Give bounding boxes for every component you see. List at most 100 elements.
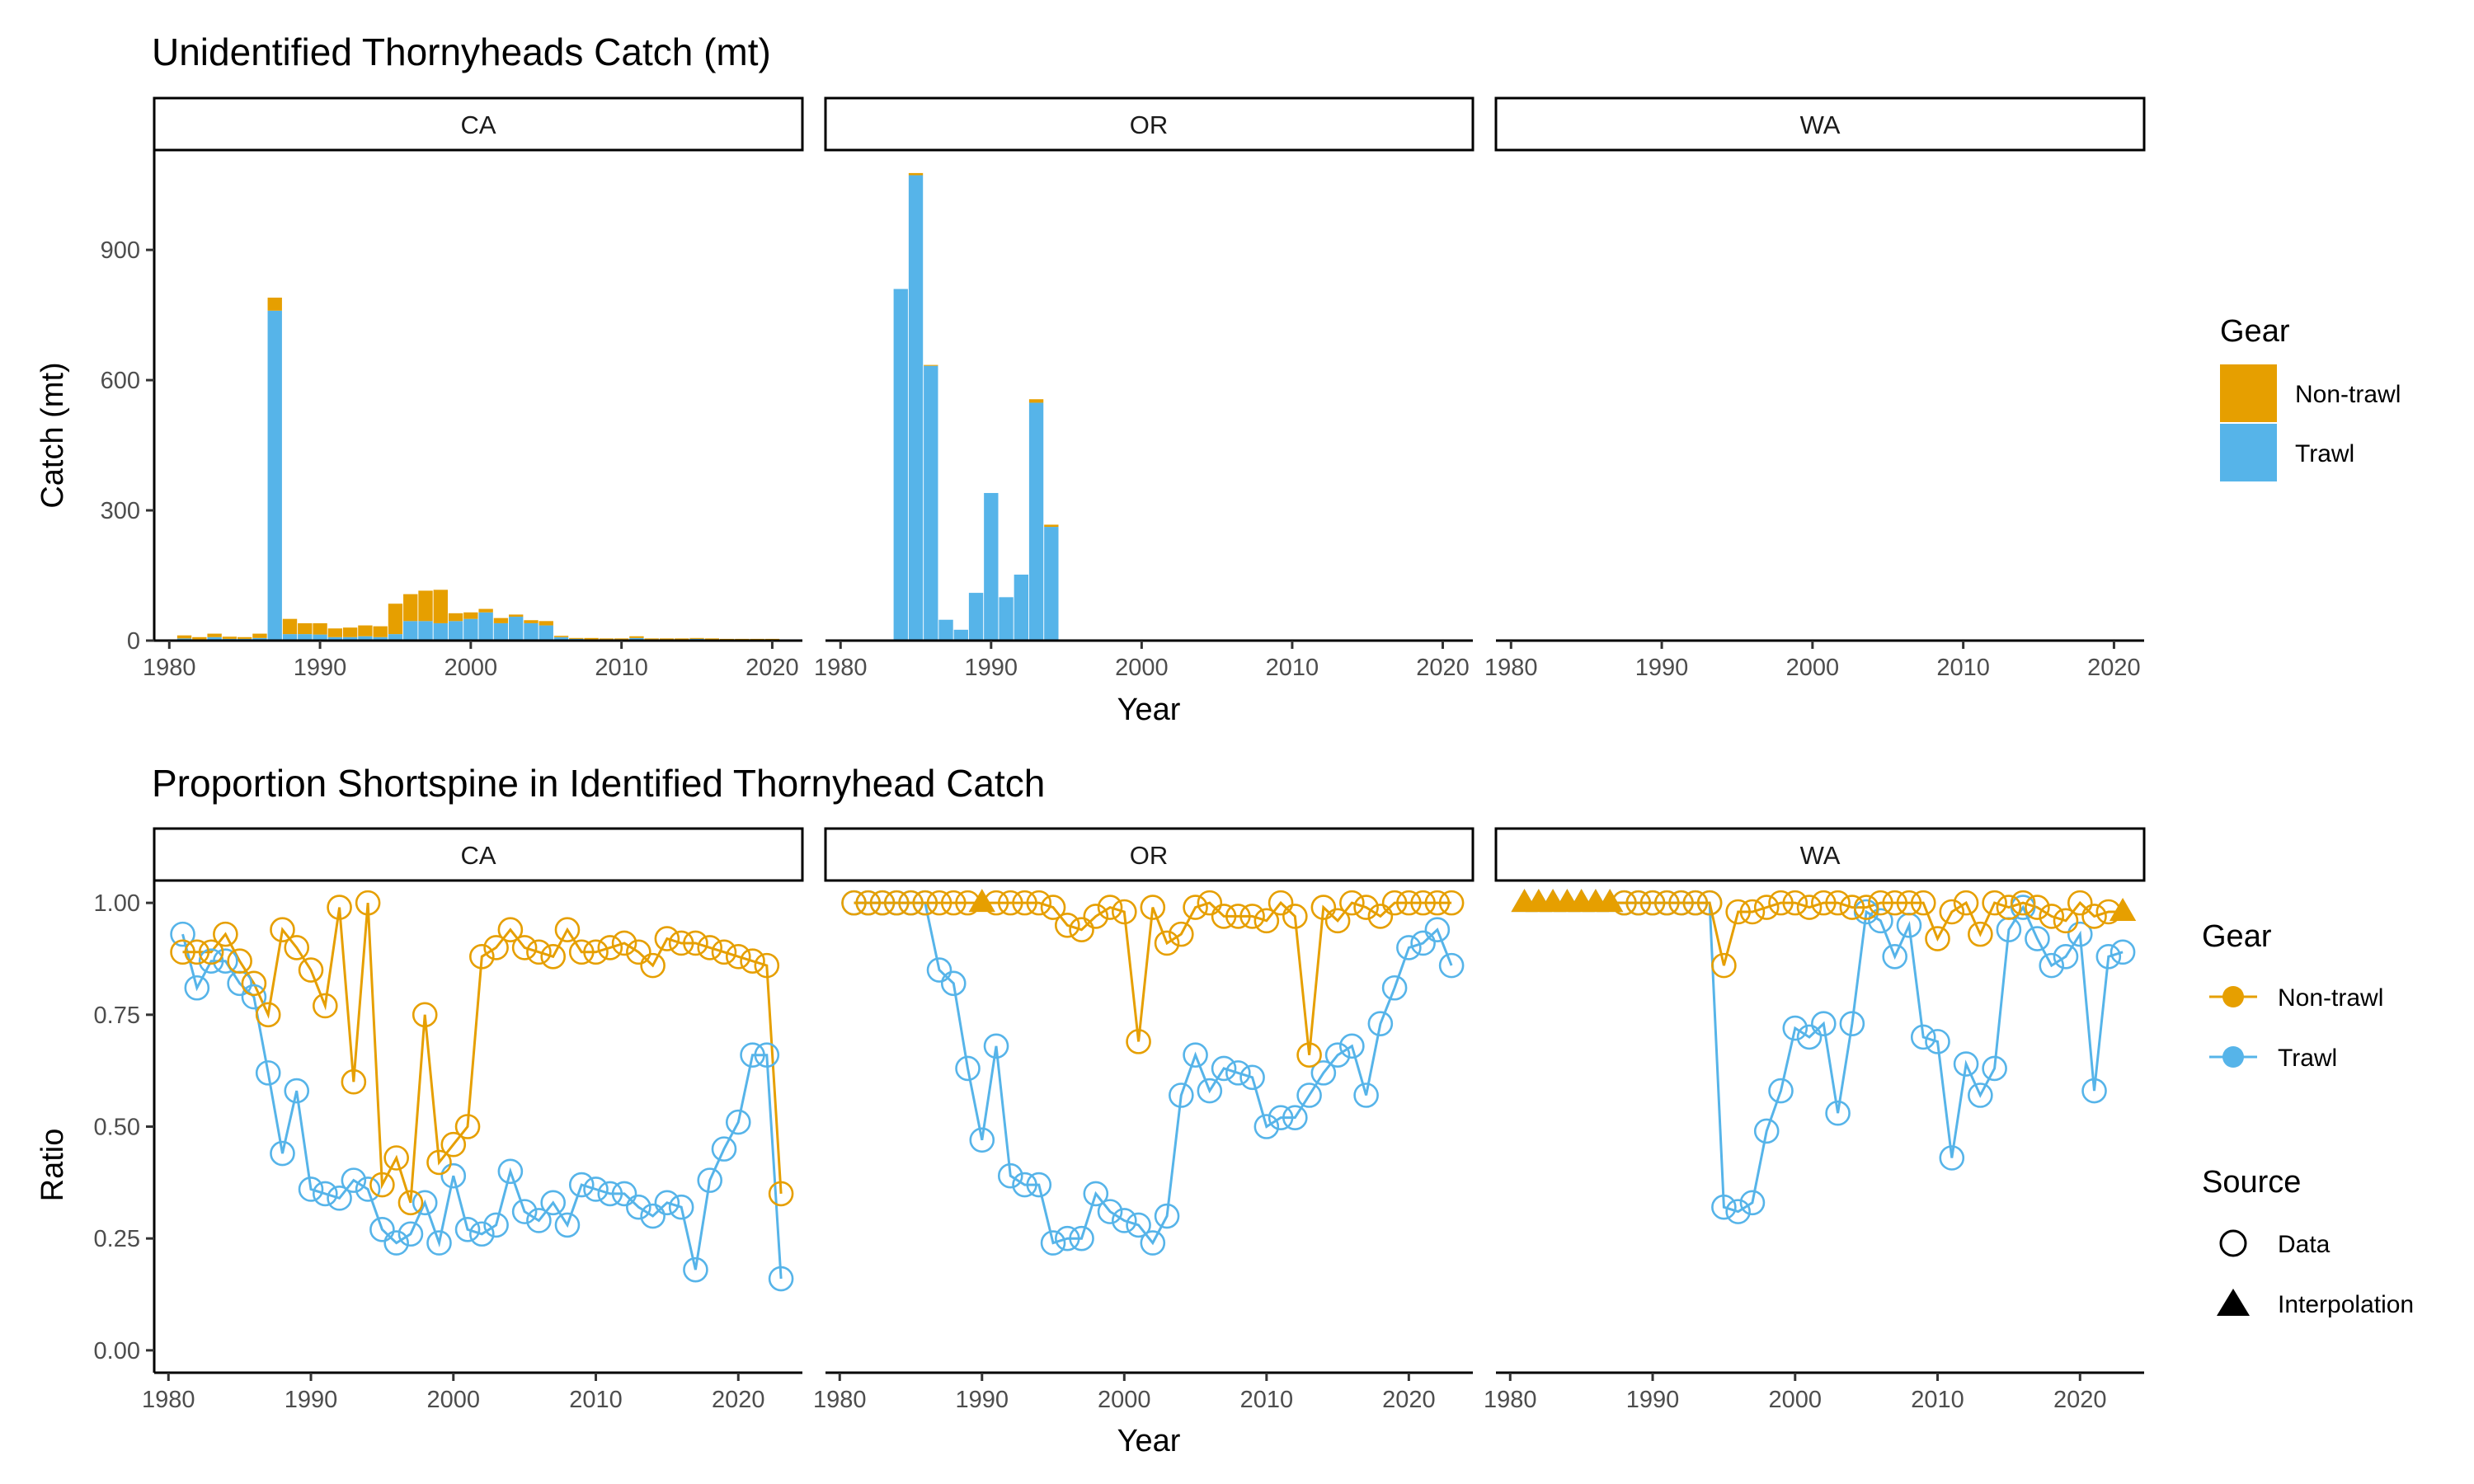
catch-legend-title: Gear — [2220, 314, 2290, 349]
bar-nontrawl-2000 — [463, 613, 477, 619]
bar-trawl-1993 — [1029, 402, 1043, 641]
bar-nontrawl-1985 — [238, 637, 252, 639]
ratio-x-tick-label: 2000 — [1769, 1387, 1823, 1413]
legend-dot-nontrawl — [2222, 986, 2244, 1007]
bar-nontrawl-1986 — [924, 365, 938, 366]
bar-nontrawl-2009 — [600, 638, 614, 639]
bar-nontrawl-2005 — [539, 621, 553, 625]
ratio-panel-ca: 1980 1990 2000 2010 20200.000.250.500.751.00 — [94, 881, 802, 1413]
legend-marker-data — [2221, 1231, 2246, 1256]
bar-nontrawl-1994 — [1044, 524, 1058, 527]
catch-legend-label-trawl: Trawl — [2295, 440, 2354, 467]
bar-nontrawl-2002 — [494, 618, 508, 623]
catch-panel-wa: 1980 1990 2000 2010 2020 — [1484, 641, 2144, 681]
bar-nontrawl-1998 — [434, 589, 448, 623]
bar-trawl-1987 — [268, 311, 282, 641]
strip-label-or-ratio: OR — [1130, 841, 1169, 870]
ratio-legend-label-trawl: Trawl — [2278, 1045, 2337, 1072]
bar-trawl-2002 — [494, 623, 508, 641]
ratio-y-tick-label: 0.00 — [94, 1338, 140, 1364]
bar-trawl-1996 — [403, 621, 417, 641]
catch-x-tick-label: 1990 — [1635, 655, 1689, 681]
bar-trawl-1999 — [449, 621, 463, 641]
catch-x-tick-label: 2000 — [1786, 655, 1840, 681]
source-legend-label-interpolation: Interpolation — [2278, 1291, 2414, 1318]
bar-trawl-1985 — [909, 176, 923, 641]
bar-nontrawl-1990 — [313, 623, 327, 635]
bar-trawl-1990 — [984, 493, 998, 641]
bar-trawl-1988 — [954, 630, 968, 641]
ratio-x-tick-label: 1980 — [1484, 1387, 1537, 1413]
strip-label-or-catch: OR — [1130, 110, 1169, 139]
bar-nontrawl-1996 — [403, 594, 417, 622]
bar-nontrawl-1994 — [374, 627, 388, 637]
catch-legend: Gear Non-trawl Trawl — [2220, 314, 2401, 481]
ratio-x-tick-label: 2010 — [1911, 1387, 1964, 1413]
bar-trawl-1992 — [1014, 575, 1028, 641]
catch-y-tick-label: 600 — [101, 368, 140, 394]
ratio-panels: 1980 1990 2000 2010 20200.000.250.500.751.00… — [94, 881, 2144, 1413]
strip-label-ca-ratio: CA — [460, 841, 496, 870]
catch-panel-or: 1980 1990 2000 2010 2020 — [814, 173, 1473, 681]
ratio-y-tick-label: 1.00 — [94, 890, 140, 917]
strip-label-wa-ratio: WA — [1800, 841, 1841, 870]
catch-x-tick-label: 2010 — [1936, 655, 1990, 681]
catch-y-tick-label: 900 — [101, 237, 140, 264]
bar-nontrawl-1981 — [177, 636, 191, 639]
ratio-x-tick-label: 2000 — [427, 1387, 481, 1413]
bar-nontrawl-2004 — [524, 620, 538, 623]
ratio-x-tick-label: 1990 — [285, 1387, 338, 1413]
ratio-x-tick-label: 1980 — [142, 1387, 195, 1413]
strip-label-ca-catch: CA — [460, 110, 496, 139]
catch-x-tick-label: 1980 — [1484, 655, 1538, 681]
source-legend-label-data: Data — [2278, 1231, 2331, 1258]
ratio-gear-legend-title: Gear — [2202, 919, 2272, 954]
catch-panel-ca: 1980 1990 2000 2010 2020 0 300 600 900 — [101, 150, 802, 681]
ratio-x-tick-label: 2020 — [2053, 1387, 2107, 1413]
ratio-legend-label-nontrawl: Non-trawl — [2278, 984, 2383, 1012]
bar-trawl-1997 — [418, 621, 432, 641]
ratio-y-tick-label: 0.75 — [94, 1003, 140, 1029]
bar-trawl-1987 — [938, 620, 952, 641]
ratio-x-tick-label: 2010 — [1240, 1387, 1294, 1413]
catch-chart-title: Unidentified Thornyheads Catch (mt) — [152, 31, 771, 73]
bar-nontrawl-2007 — [569, 638, 583, 639]
catch-x-tick-label: 2020 — [745, 655, 799, 681]
bar-nontrawl-2010 — [614, 638, 628, 639]
catch-panels: 1980 1990 2000 2010 202003006009001980 1990 20… — [101, 150, 2144, 681]
bar-nontrawl-2001 — [478, 609, 492, 613]
strip-label-wa-catch: WA — [1800, 110, 1841, 139]
source-legend: Source Data Interpolation — [2202, 1165, 2414, 1318]
legend-swatch-nontrawl — [2220, 364, 2277, 422]
bar-trawl-2000 — [463, 619, 477, 641]
bar-nontrawl-1987 — [268, 298, 282, 311]
ratio-x-axis-title: Year — [1117, 1424, 1181, 1458]
source-legend-title: Source — [2202, 1165, 2301, 1200]
bar-trawl-1991 — [999, 597, 1013, 641]
bar-trawl-2001 — [478, 613, 492, 641]
ratio-x-tick-label: 2000 — [1098, 1387, 1151, 1413]
bar-nontrawl-2012 — [645, 638, 659, 639]
ratio-line-trawl — [854, 903, 1452, 1243]
ratio-x-tick-label: 1990 — [956, 1387, 1009, 1413]
bar-trawl-1986 — [924, 366, 938, 641]
ratio-y-tick-label: 0.25 — [94, 1226, 140, 1252]
catch-x-tick-label: 2000 — [444, 655, 498, 681]
bar-nontrawl-1983 — [207, 634, 221, 637]
bar-nontrawl-2008 — [584, 638, 598, 640]
ratio-panel-wa: 1980 1990 2000 2010 2020 — [1484, 889, 2144, 1413]
catch-x-tick-label: 1980 — [814, 655, 868, 681]
catch-x-axis-title: Year — [1117, 693, 1181, 727]
catch-x-tick-label: 1980 — [143, 655, 196, 681]
bar-nontrawl-1991 — [328, 628, 342, 637]
bar-trawl-1989 — [969, 593, 983, 641]
bar-nontrawl-1993 — [358, 626, 372, 636]
ratio-point-trawl-2023 — [1440, 954, 1463, 977]
catch-x-tick-label: 2000 — [1115, 655, 1169, 681]
bar-trawl-1998 — [434, 623, 448, 641]
ratio-x-tick-label: 1980 — [813, 1387, 867, 1413]
bar-nontrawl-1988 — [283, 619, 297, 634]
legend-swatch-trawl — [2220, 424, 2277, 481]
catch-x-tick-label: 1990 — [294, 655, 347, 681]
